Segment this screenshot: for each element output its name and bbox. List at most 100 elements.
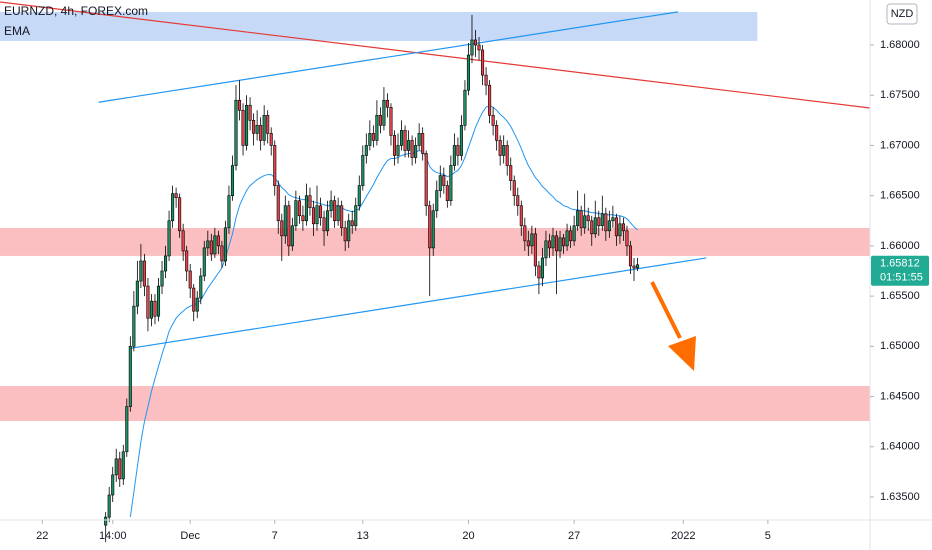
candle-body: [340, 205, 344, 229]
candle-body: [347, 220, 351, 242]
candle-body: [371, 133, 375, 141]
candle-body: [223, 227, 227, 262]
candle-body: [618, 223, 622, 237]
candle-body: [195, 297, 199, 312]
candle-body: [132, 305, 136, 347]
candle-body: [153, 300, 157, 317]
y-tick-label: 1.64000: [880, 441, 920, 453]
candle-body: [135, 280, 139, 307]
candle-body: [164, 255, 168, 272]
candle-body: [519, 205, 523, 227]
candle-body: [466, 54, 470, 91]
x-tick-label: 14:00: [99, 530, 127, 542]
candle-body: [245, 104, 249, 146]
candle-body: [227, 195, 231, 229]
candle-body: [368, 133, 372, 146]
candle-body: [156, 285, 161, 317]
candle-body: [417, 133, 421, 146]
candle-body: [118, 458, 122, 480]
candle-body: [192, 287, 196, 312]
candle-body: [262, 115, 266, 141]
candle-body: [611, 217, 615, 222]
x-tick-label: 7: [272, 530, 278, 542]
candle-body: [301, 215, 305, 222]
candle-body: [403, 130, 407, 151]
candle-body: [540, 257, 544, 279]
candle-body: [590, 220, 594, 235]
candle-body: [576, 210, 580, 227]
zone: [0, 228, 870, 256]
arrow-shaft: [650, 281, 682, 339]
candle-body: [378, 115, 382, 126]
candle-body: [547, 240, 552, 249]
candle-body: [234, 99, 238, 166]
candle-body: [442, 175, 446, 186]
currency-label[interactable]: NZD: [891, 8, 914, 20]
candle-body: [569, 230, 573, 242]
candle-body: [470, 39, 474, 56]
y-tick-label: 1.65000: [880, 340, 920, 352]
candle-body: [273, 145, 277, 186]
candle-body: [583, 215, 587, 229]
candle-body: [178, 197, 182, 232]
candle-body: [104, 516, 108, 526]
candle-body: [114, 458, 118, 476]
candle-body: [216, 235, 220, 247]
candle-body: [586, 215, 590, 222]
y-tick-label: 1.63500: [880, 491, 920, 503]
candle-body: [171, 193, 175, 222]
candle-body: [315, 205, 319, 225]
candle-body: [607, 220, 611, 232]
candle-body: [259, 125, 263, 141]
candle-body: [248, 104, 252, 121]
candle-body: [495, 125, 499, 141]
candle-body: [111, 474, 115, 496]
candle-body: [382, 99, 386, 126]
candle-body: [463, 89, 467, 126]
candle-body: [544, 240, 548, 259]
trend-line: [98, 11, 679, 103]
candle-body: [125, 406, 129, 453]
candle-body: [449, 165, 453, 201]
x-tick-label: 5: [765, 530, 771, 542]
y-tick-label: 1.67500: [880, 89, 920, 101]
candle-body: [206, 240, 210, 249]
candle-body: [220, 245, 224, 262]
candle-body: [558, 237, 562, 252]
candle-body: [597, 217, 601, 227]
candle-body: [308, 195, 312, 209]
candle-body: [491, 115, 495, 126]
candle-body: [357, 185, 361, 207]
candle-body: [389, 106, 393, 136]
candle-body: [202, 247, 206, 277]
candle-body: [276, 185, 280, 222]
candle-body: [614, 217, 618, 237]
candle-body: [385, 99, 389, 108]
candle-body: [107, 494, 111, 518]
candle-body: [361, 155, 365, 186]
candle-body: [516, 195, 520, 207]
chart-title: EURNZD, 4h, FOREX.com: [4, 4, 148, 18]
candle-body: [392, 135, 397, 156]
candle-body: [266, 115, 270, 134]
candle-body: [283, 205, 287, 237]
candle-body: [375, 115, 379, 141]
zone: [0, 386, 870, 421]
indicator-label: EMA: [4, 24, 30, 38]
candle-body: [523, 225, 527, 242]
x-tick-label: 22: [36, 530, 48, 542]
candle-body: [297, 200, 301, 217]
candle-body: [199, 275, 203, 299]
candle-body: [452, 145, 456, 166]
candle-body: [149, 300, 153, 319]
candle-body: [294, 200, 298, 227]
candle-body: [551, 235, 555, 249]
candle-body: [181, 230, 185, 252]
candle-body: [290, 225, 294, 247]
currency-box[interactable]: [886, 3, 918, 25]
candle-body: [562, 237, 566, 247]
candle-body: [565, 230, 569, 247]
candle-body: [167, 220, 171, 257]
candle-body: [174, 193, 178, 198]
